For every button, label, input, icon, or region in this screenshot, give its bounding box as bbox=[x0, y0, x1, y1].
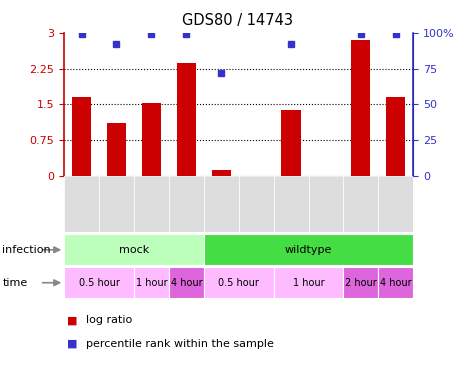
Text: percentile rank within the sample: percentile rank within the sample bbox=[86, 339, 274, 349]
Text: 0.5 hour: 0.5 hour bbox=[78, 278, 120, 288]
Text: ■: ■ bbox=[66, 339, 77, 349]
Bar bbox=[99, 176, 134, 232]
Text: wildtype: wildtype bbox=[285, 245, 332, 255]
Bar bbox=[379, 267, 413, 298]
Bar bbox=[204, 176, 238, 232]
Bar bbox=[64, 176, 99, 232]
Text: mock: mock bbox=[119, 245, 149, 255]
Bar bbox=[379, 176, 413, 232]
Text: 1 hour: 1 hour bbox=[135, 278, 167, 288]
Bar bbox=[204, 267, 274, 298]
Bar bbox=[142, 103, 161, 176]
Text: 1 hour: 1 hour bbox=[293, 278, 324, 288]
Bar bbox=[177, 63, 196, 176]
Text: 4 hour: 4 hour bbox=[380, 278, 412, 288]
Bar bbox=[204, 234, 413, 265]
Bar bbox=[169, 176, 204, 232]
Bar bbox=[343, 176, 379, 232]
Text: 0.5 hour: 0.5 hour bbox=[218, 278, 259, 288]
Bar bbox=[72, 97, 91, 176]
Text: ■: ■ bbox=[66, 315, 77, 325]
Bar bbox=[64, 234, 204, 265]
Bar bbox=[238, 176, 274, 232]
Text: 2 hour: 2 hour bbox=[345, 278, 377, 288]
Bar bbox=[274, 267, 343, 298]
Bar bbox=[212, 170, 231, 176]
Text: GDS80 / 14743: GDS80 / 14743 bbox=[182, 13, 293, 27]
Bar bbox=[134, 176, 169, 232]
Bar bbox=[352, 40, 370, 176]
Bar bbox=[107, 123, 126, 176]
Bar bbox=[282, 110, 301, 176]
Bar bbox=[386, 97, 405, 176]
Bar bbox=[64, 267, 134, 298]
Bar bbox=[309, 176, 343, 232]
Bar bbox=[134, 267, 169, 298]
Text: time: time bbox=[2, 278, 28, 288]
Bar bbox=[169, 267, 204, 298]
Text: infection: infection bbox=[2, 245, 51, 255]
Bar bbox=[274, 176, 309, 232]
Bar bbox=[343, 267, 379, 298]
Text: log ratio: log ratio bbox=[86, 315, 132, 325]
Text: 4 hour: 4 hour bbox=[171, 278, 202, 288]
